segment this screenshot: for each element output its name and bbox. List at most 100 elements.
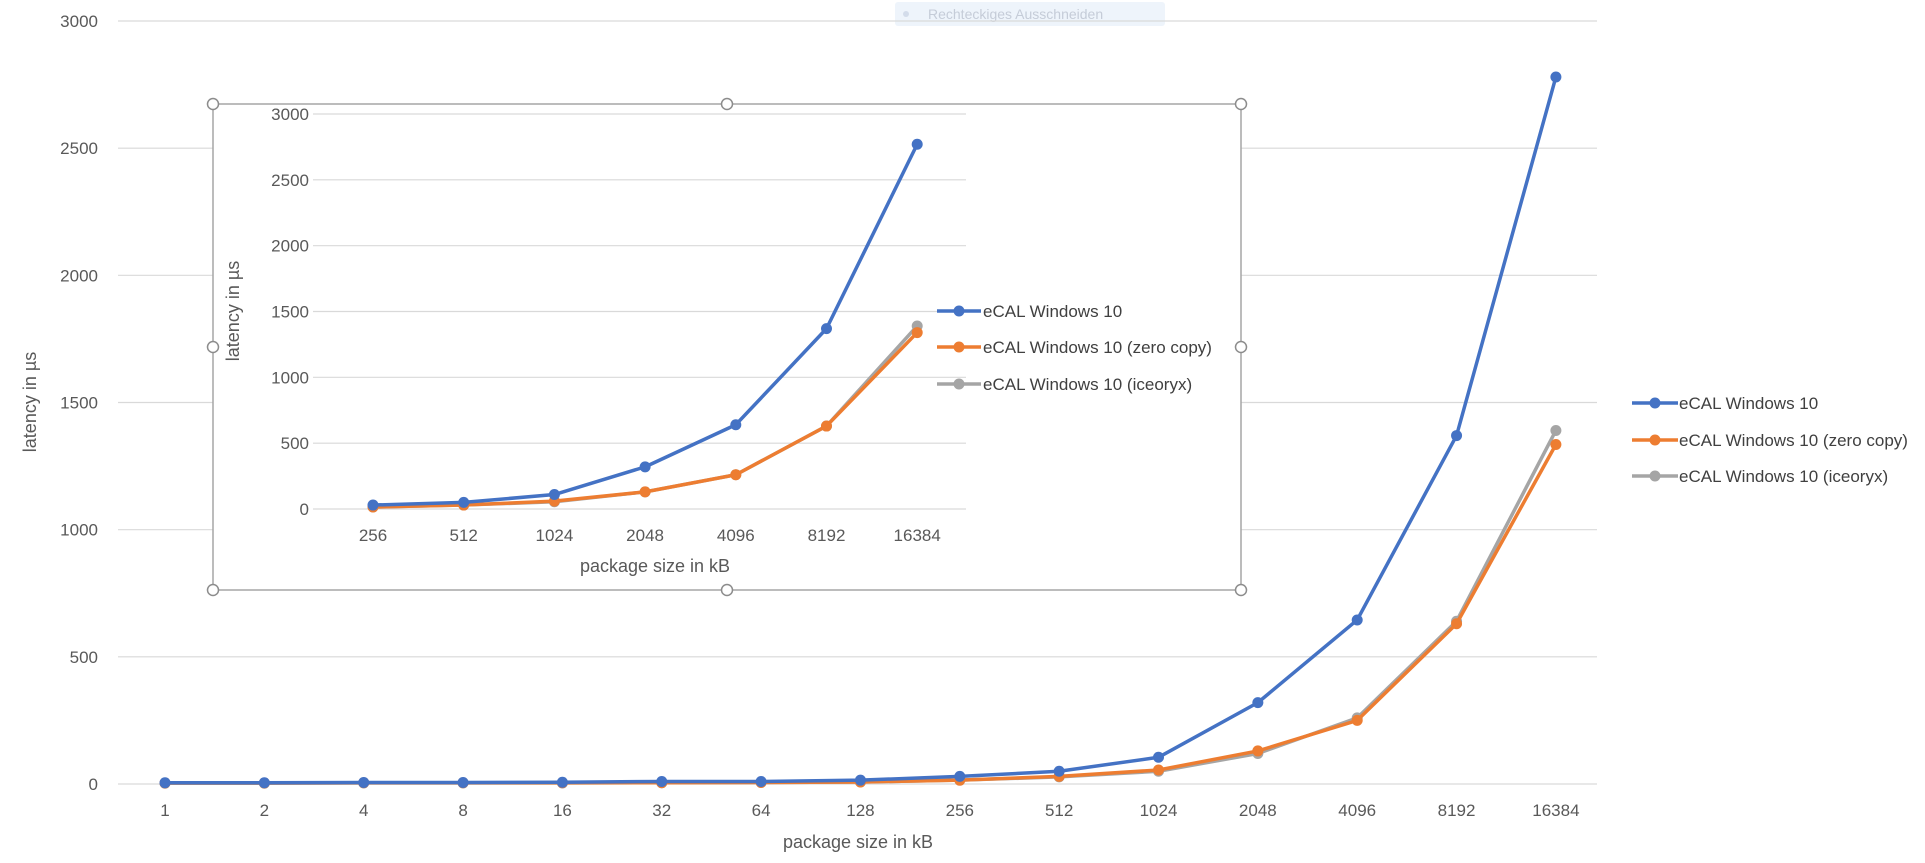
inset-x-axis-title: package size in kB [580,556,730,576]
main-legend-entry-1[interactable]: eCAL Windows 10 (zero copy) [1632,431,1908,450]
inset-series-0-point [458,496,470,508]
main-series-0-point [1351,614,1363,626]
inset-series-0-point [911,138,923,150]
resize-handle-middle-right[interactable] [1234,340,1248,354]
inset-legend-label-0: eCAL Windows 10 [983,302,1122,321]
main-x-tick-label: 512 [1045,801,1073,820]
inset-legend-entry-0[interactable]: eCAL Windows 10 [937,302,1122,321]
resize-handle-bottom-left[interactable] [206,583,220,597]
inset-y-tick-label: 500 [281,434,309,453]
main-series-0-point [1550,71,1562,83]
inset-legend-label-1: eCAL Windows 10 (zero copy) [983,338,1212,357]
inset-legend-marker-1 [953,341,965,353]
main-y-axis-title: latency in µs [20,352,40,452]
main-legend-label-1: eCAL Windows 10 (zero copy) [1679,431,1908,450]
main-y-tick-label: 1500 [60,394,98,413]
main-series-0-point [556,776,568,788]
main-series-0-point [358,776,370,788]
inset-legend-label-2: eCAL Windows 10 (iceoryx) [983,375,1192,394]
main-y-tick-label: 2000 [60,266,98,285]
inset-x-tick-label: 2048 [626,526,664,545]
main-x-tick-label: 16 [553,801,572,820]
main-x-tick-label: 16384 [1532,801,1579,820]
inset-y-axis-title: latency in µs [223,261,243,361]
main-x-axis-title: package size in kB [783,832,933,852]
inset-legend-marker-2 [953,378,965,390]
snip-toast-icon [903,11,909,17]
main-series-1-point [1451,618,1463,630]
main-x-tick-label: 1024 [1140,801,1178,820]
inset-y-tick-label: 1000 [271,368,309,387]
inset-x-tick-label: 1024 [535,526,573,545]
main-series-1-point [1351,714,1363,726]
main-series-2-point [1550,424,1562,436]
inset-legend-entry-1[interactable]: eCAL Windows 10 (zero copy) [937,338,1212,357]
main-x-tick-label: 1 [160,801,169,820]
resize-handle-bottom-middle[interactable] [720,583,734,597]
main-series-0-point [854,774,866,786]
main-legend-marker-2 [1649,470,1661,482]
inset-series-1-point [639,486,651,498]
main-legend-label-0: eCAL Windows 10 [1679,394,1818,413]
inset-chart: 0 500 1000 1500 2000 2500 3000 256 512 1024 2048 40… [223,105,1212,576]
main-series-0-point [1153,751,1164,763]
main-x-tick-label: 4096 [1338,801,1376,820]
main-legend-marker-0 [1649,397,1661,409]
main-legend-entry-0[interactable]: eCAL Windows 10 [1632,394,1818,413]
inset-y-tick-label: 2500 [271,171,309,190]
resize-handle-middle-left[interactable] [206,340,220,354]
inset-series-0-point [821,323,832,335]
main-series-0-point [656,775,668,787]
inset-x-tick-label: 16384 [894,526,941,545]
main-series-1-point [1153,764,1164,776]
main-series-0-point [1451,430,1463,442]
inset-y-tick-label: 2000 [271,237,309,256]
main-y-tick-label: 0 [89,775,98,794]
inset-legend-marker-0 [953,305,965,317]
main-series-0-point [1252,697,1264,709]
inset-series-0-point [730,419,742,431]
main-series-0-point [755,775,767,787]
main-x-tick-label: 8192 [1438,801,1476,820]
snip-toast[interactable]: Rechteckiges Ausschneiden [895,2,1165,26]
main-y-tick-label: 2500 [60,139,98,158]
main-x-tick-label: 64 [752,801,771,820]
main-series-1-point [1252,745,1264,757]
main-x-tick-label: 8 [458,801,467,820]
inset-x-tick-label: 4096 [717,526,755,545]
main-legend-marker-1 [1649,434,1661,446]
main-series-0-point [457,776,469,788]
inset-series-1-point [821,420,832,432]
inset-series-0-point [639,461,651,473]
main-x-tick-label: 4 [359,801,368,820]
snip-toast-background [895,2,1165,26]
inset-x-tick-label: 256 [359,526,387,545]
main-y-tick-label: 3000 [60,12,98,31]
inset-y-tick-label: 1500 [271,303,309,322]
main-x-tick-label: 256 [946,801,974,820]
snip-toast-label: Rechteckiges Ausschneiden [928,6,1103,22]
main-series-0-point [1053,765,1065,777]
resize-handle-top-right[interactable] [1234,97,1248,111]
resize-handle-top-left[interactable] [206,97,220,111]
main-series-0-point [954,770,966,782]
main-series-0-point [258,777,270,789]
inset-series-1-point [911,327,923,339]
inset-x-tick-label: 8192 [808,526,846,545]
main-y-tick-label: 1000 [60,521,98,540]
main-x-tick-label: 32 [652,801,671,820]
inset-y-tick-label: 3000 [271,105,309,124]
inset-series-1-point [730,469,742,481]
resize-handle-top-middle[interactable] [720,97,734,111]
inset-series-0-point [548,489,560,501]
inset-y-tick-label: 0 [300,500,309,519]
main-x-tick-label: 2048 [1239,801,1277,820]
inset-legend-entry-2[interactable]: eCAL Windows 10 (iceoryx) [937,375,1192,394]
main-legend-label-2: eCAL Windows 10 (iceoryx) [1679,467,1888,486]
main-legend-entry-2[interactable]: eCAL Windows 10 (iceoryx) [1632,467,1888,486]
inset-x-tick-label: 512 [450,526,478,545]
main-series-0-point [159,777,171,789]
main-x-tick-label: 128 [846,801,874,820]
resize-handle-bottom-right[interactable] [1234,583,1248,597]
